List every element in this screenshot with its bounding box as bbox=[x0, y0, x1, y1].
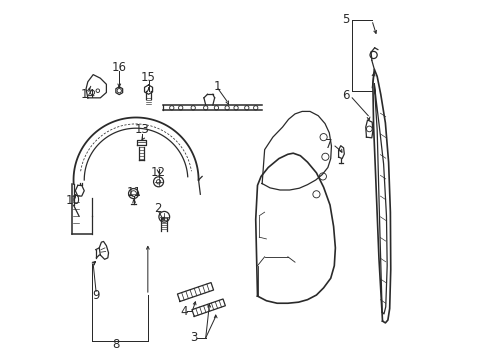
Text: 2: 2 bbox=[154, 202, 161, 215]
Text: 11: 11 bbox=[127, 186, 142, 199]
Text: 16: 16 bbox=[112, 61, 127, 74]
Text: 1: 1 bbox=[213, 80, 221, 93]
Text: 3: 3 bbox=[190, 332, 197, 345]
Text: 14: 14 bbox=[80, 88, 96, 101]
Text: 4: 4 bbox=[180, 305, 188, 318]
Text: 5: 5 bbox=[342, 13, 349, 27]
Text: 12: 12 bbox=[151, 166, 166, 179]
Text: 8: 8 bbox=[113, 338, 120, 351]
Text: 15: 15 bbox=[141, 71, 156, 84]
Text: 9: 9 bbox=[92, 288, 100, 302]
Text: 7: 7 bbox=[325, 138, 333, 151]
Text: 6: 6 bbox=[342, 89, 350, 102]
Text: 10: 10 bbox=[66, 194, 81, 207]
Text: 13: 13 bbox=[135, 123, 150, 136]
